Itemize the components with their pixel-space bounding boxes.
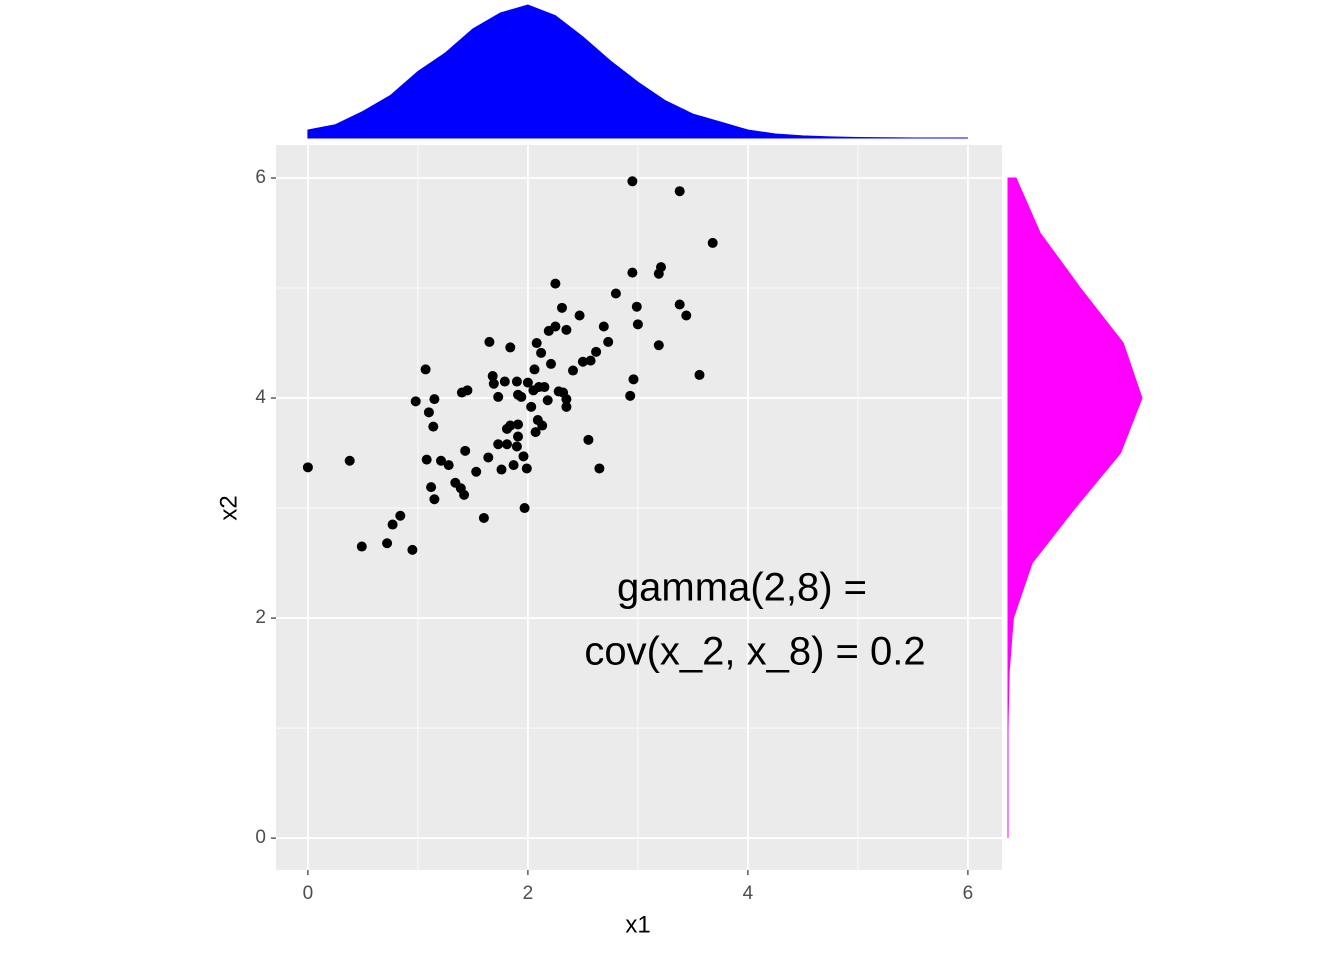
point	[505, 420, 516, 431]
point	[502, 439, 512, 450]
point	[436, 455, 446, 466]
density-x	[307, 4, 968, 139]
point	[488, 378, 499, 389]
annotation: gamma(2,8) =	[617, 566, 867, 610]
x-axis-title: x1	[625, 911, 650, 938]
point	[674, 186, 685, 197]
point	[707, 237, 718, 248]
point	[542, 395, 553, 406]
point	[557, 302, 567, 313]
point	[583, 434, 594, 445]
point	[487, 371, 498, 382]
y-tick-label: 2	[255, 607, 266, 628]
y-tick-label: 6	[255, 167, 266, 188]
point	[610, 288, 621, 299]
point	[511, 376, 522, 387]
point	[539, 382, 550, 393]
annotation: cov(x_2, x_8) = 0.2	[584, 630, 925, 674]
point	[628, 374, 639, 385]
point	[426, 482, 437, 493]
point	[493, 439, 504, 450]
point	[429, 394, 440, 405]
point	[625, 390, 636, 401]
point	[561, 324, 572, 335]
point	[505, 342, 516, 353]
point	[478, 512, 489, 523]
point	[627, 176, 638, 187]
point	[395, 510, 406, 521]
point	[410, 396, 421, 407]
point	[653, 340, 664, 351]
x-tick-label: 2	[523, 883, 534, 904]
point	[681, 310, 692, 321]
point	[443, 460, 454, 471]
point	[594, 463, 605, 474]
point	[471, 466, 482, 477]
point	[550, 278, 561, 289]
point	[521, 463, 532, 474]
point	[429, 494, 440, 505]
point	[499, 376, 510, 387]
point	[382, 538, 393, 549]
x-tick-label: 6	[963, 883, 974, 904]
point	[513, 431, 523, 442]
point	[421, 454, 432, 465]
point	[484, 336, 495, 347]
point	[603, 336, 614, 347]
point	[519, 503, 530, 514]
y-tick-label: 4	[255, 387, 266, 408]
point	[483, 452, 494, 463]
point	[574, 310, 585, 321]
point	[513, 419, 523, 430]
point	[536, 347, 547, 358]
point	[537, 420, 548, 431]
point	[561, 401, 572, 412]
point	[496, 464, 507, 475]
point	[508, 460, 519, 471]
point	[459, 489, 470, 500]
point	[591, 346, 602, 357]
point	[516, 391, 527, 402]
point	[302, 462, 313, 473]
point	[522, 377, 533, 388]
point	[356, 541, 367, 552]
point	[550, 321, 561, 332]
point	[568, 365, 578, 376]
point	[694, 369, 705, 380]
point	[407, 544, 418, 555]
point	[656, 262, 666, 273]
point	[627, 267, 638, 278]
panel	[276, 145, 1002, 870]
point	[460, 445, 471, 456]
point	[598, 321, 609, 332]
point	[529, 364, 540, 375]
point	[546, 358, 556, 369]
point	[511, 441, 522, 452]
point	[577, 356, 588, 367]
point	[530, 427, 541, 438]
point	[428, 421, 439, 432]
point	[632, 319, 643, 330]
point	[420, 364, 431, 375]
point	[631, 301, 642, 312]
x-tick-label: 4	[743, 883, 754, 904]
point	[344, 455, 355, 466]
point	[518, 451, 529, 462]
x-tick-label: 0	[303, 883, 314, 904]
point	[423, 407, 434, 418]
y-axis-title: x2	[215, 495, 242, 520]
point	[387, 519, 398, 530]
point	[493, 391, 504, 402]
y-tick-label: 0	[255, 827, 266, 848]
point	[674, 299, 685, 310]
point	[585, 355, 596, 366]
point	[531, 338, 542, 349]
density-y	[1007, 177, 1143, 839]
point	[561, 394, 572, 405]
point	[462, 385, 473, 396]
point	[526, 401, 537, 412]
